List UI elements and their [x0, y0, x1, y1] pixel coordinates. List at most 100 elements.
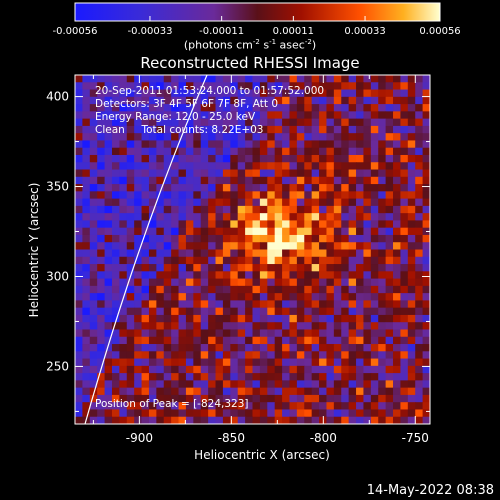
heatmap-cell — [222, 394, 231, 403]
heatmap-cell — [289, 176, 298, 185]
x-tick-label: -750 — [402, 431, 429, 445]
heatmap-cell — [89, 82, 98, 91]
heatmap-cell — [400, 394, 409, 403]
heatmap-cell — [97, 89, 106, 98]
heatmap-cell — [363, 344, 372, 352]
heatmap-cell — [422, 365, 430, 374]
heatmap-cell — [289, 264, 298, 272]
heatmap-cell — [171, 329, 180, 338]
heatmap-cell — [171, 125, 180, 134]
heatmap-cell — [311, 358, 320, 367]
heatmap-cell — [407, 213, 416, 221]
heatmap-cell — [97, 271, 106, 280]
heatmap-cell — [82, 176, 91, 185]
heatmap-cell — [252, 82, 261, 91]
heatmap-cell — [274, 169, 283, 178]
heatmap-cell — [222, 256, 231, 265]
heatmap-cell — [75, 184, 83, 192]
heatmap-cell — [304, 300, 313, 309]
heatmap-cell — [141, 104, 150, 112]
heatmap-cell — [289, 96, 298, 105]
heatmap-cell — [141, 278, 150, 287]
heatmap-cell — [326, 249, 335, 258]
heatmap-cell — [415, 198, 424, 207]
heatmap-cell — [304, 162, 313, 171]
heatmap-cell — [407, 351, 416, 360]
heatmap-cell — [171, 344, 180, 352]
heatmap-cell — [185, 394, 194, 403]
heatmap-cell — [311, 111, 320, 120]
heatmap-cell — [356, 169, 364, 178]
heatmap-cell — [319, 365, 327, 374]
heatmap-cell — [319, 256, 327, 265]
heatmap-cell — [282, 402, 290, 410]
heatmap-cell — [200, 373, 209, 381]
heatmap-cell — [319, 147, 327, 156]
heatmap-cell — [230, 104, 239, 112]
heatmap-cell — [385, 373, 394, 381]
heatmap-cell — [378, 285, 387, 294]
heatmap-cell — [208, 329, 217, 338]
heatmap-cell — [134, 351, 143, 360]
heatmap-cell — [119, 307, 128, 316]
heatmap-cell — [163, 394, 172, 403]
heatmap-cell — [333, 118, 342, 127]
heatmap-cell — [89, 198, 98, 207]
heatmap-cell — [82, 373, 91, 381]
heatmap-cell — [193, 285, 202, 294]
heatmap-cell — [341, 416, 350, 424]
heatmap-cell — [400, 220, 409, 229]
heatmap-cell — [311, 96, 320, 105]
heatmap-cell — [156, 387, 165, 396]
heatmap-cell — [119, 285, 128, 294]
heatmap-cell — [141, 220, 150, 229]
heatmap-cell — [289, 89, 298, 98]
heatmap-cell — [245, 140, 253, 149]
heatmap-cell — [267, 409, 276, 418]
heatmap-cell — [274, 176, 283, 185]
heatmap-cell — [282, 234, 290, 243]
heatmap-cell — [97, 234, 106, 243]
heatmap-cell — [185, 75, 194, 83]
heatmap-cell — [370, 118, 379, 127]
heatmap-cell — [237, 89, 246, 98]
heatmap-cell — [193, 220, 202, 229]
heatmap-cell — [215, 380, 224, 389]
heatmap-cell — [237, 176, 246, 185]
heatmap-cell — [333, 409, 342, 418]
heatmap-cell — [326, 256, 335, 265]
heatmap-cell — [326, 293, 335, 301]
heatmap-cell — [296, 104, 305, 112]
heatmap-cell — [363, 234, 372, 243]
heatmap-cell — [75, 249, 83, 258]
heatmap-cell — [75, 358, 83, 367]
heatmap-cell — [230, 220, 239, 229]
heatmap-cell — [89, 256, 98, 265]
heatmap-cell — [178, 125, 187, 134]
heatmap-cell — [104, 213, 113, 221]
heatmap-cell — [363, 213, 372, 221]
heatmap-cell — [319, 191, 327, 200]
heatmap-cell — [200, 154, 209, 163]
heatmap-cell — [393, 89, 401, 98]
heatmap-cell — [415, 329, 424, 338]
heatmap-cell — [111, 176, 120, 185]
heatmap-cell — [311, 205, 320, 214]
heatmap-cell — [126, 329, 135, 338]
heatmap-cell — [378, 300, 387, 309]
heatmap-cell — [200, 402, 209, 410]
heatmap-cell — [119, 409, 128, 418]
heatmap-cell — [245, 278, 253, 287]
heatmap-cell — [415, 271, 424, 280]
heatmap-cell — [252, 402, 261, 410]
colorbar-tick-label: 0.00056 — [419, 26, 460, 37]
heatmap-cell — [193, 82, 202, 91]
heatmap-cell — [356, 285, 364, 294]
heatmap-cell — [245, 147, 253, 156]
heatmap-cell — [82, 329, 91, 338]
heatmap-cell — [119, 380, 128, 389]
heatmap-cell — [89, 344, 98, 352]
annotation-detectors: Detectors: 3F 4F 5F 6F 7F 8F, Att 0 — [95, 98, 278, 110]
heatmap-cell — [104, 264, 113, 272]
heatmap-cell — [259, 82, 268, 91]
